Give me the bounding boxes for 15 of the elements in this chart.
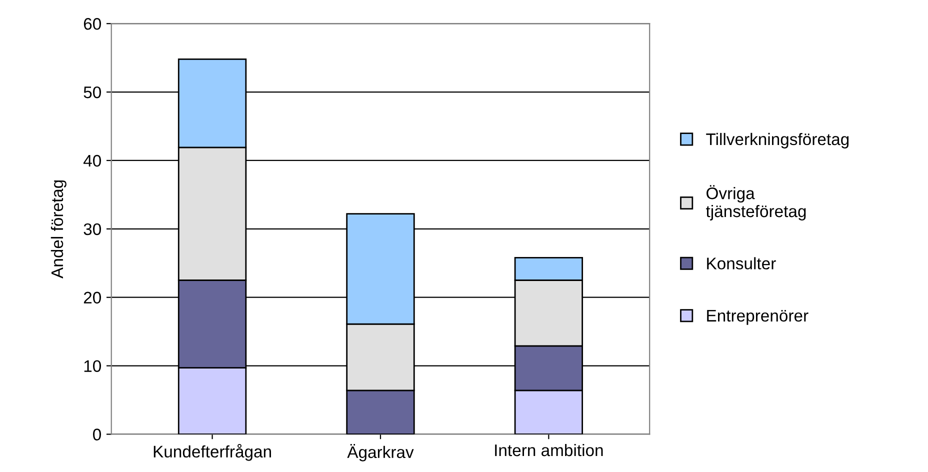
y-tick-label: 40 (83, 154, 101, 167)
legend-label: Konsulter (707, 257, 776, 270)
legend-label: Entreprenörer (707, 310, 808, 325)
y-tick-label: 10 (84, 360, 101, 372)
x-tick-label: Intern ambition (495, 444, 603, 456)
legend-label: Tillverkningsföretag (706, 132, 849, 148)
y-tick-label: 60 (84, 18, 101, 30)
y-tick-label: 0 (93, 428, 101, 440)
y-axis-title: Andel företag (50, 180, 66, 278)
x-tick-label: Ägarkrav (347, 444, 414, 462)
legend-label: Övriga tjänsteföretag (706, 185, 806, 220)
y-tick-label: 50 (84, 86, 101, 98)
x-tick-label: Kundefterfrågan (154, 444, 271, 461)
y-tick-label: 20 (84, 292, 101, 304)
y-tick-label: 30 (84, 223, 101, 236)
